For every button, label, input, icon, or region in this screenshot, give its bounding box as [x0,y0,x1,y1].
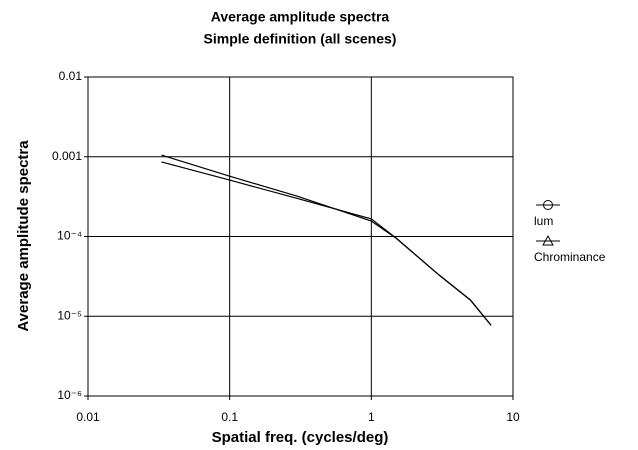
y-tick-label: 10⁻⁵ [57,308,82,322]
legend-label: lum [534,214,553,228]
x-tick-label: 1 [368,410,375,424]
y-tick-label: 0.01 [59,69,83,83]
x-tick-label: 0.1 [221,410,238,424]
y-tick-label: 10⁻⁶ [57,388,82,402]
series-line [161,154,492,326]
chart-subtitle: Simple definition (all scenes) [204,31,397,47]
legend-label: Chrominance [534,250,606,264]
legend-marker [542,234,554,246]
y-tick-label: 0.001 [52,149,82,163]
x-tick-label: 0.01 [76,410,100,424]
chart-title: Average amplitude spectra [211,9,390,25]
y-tick-label: 10⁻⁴ [57,229,82,243]
y-axis-title: Average amplitude spectra [15,140,32,332]
legend-marker [543,200,553,210]
series-line [161,161,492,326]
x-tick-label: 10 [506,410,520,424]
x-axis-title: Spatial freq. (cycles/deg) [212,429,389,446]
